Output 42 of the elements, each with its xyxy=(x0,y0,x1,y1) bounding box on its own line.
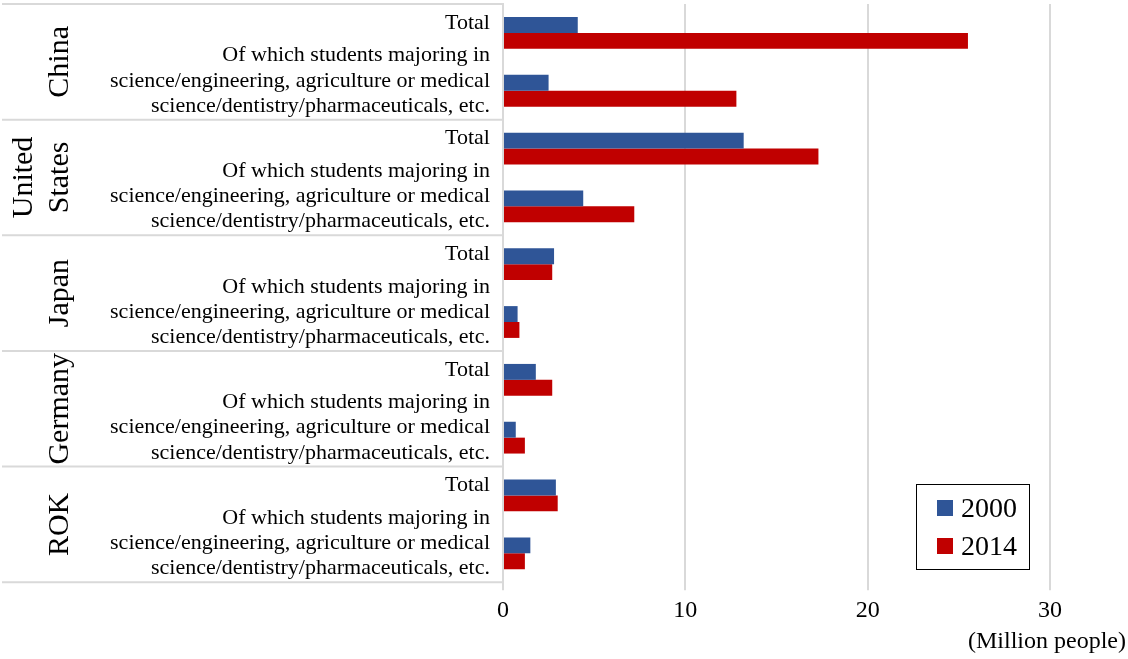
bar xyxy=(504,537,531,554)
bar xyxy=(504,248,555,265)
y-tick-label: Of which students majoring in science/engineering, agriculture or medical science/dentistry/pharmaceuticals, etc. xyxy=(110,388,490,464)
y-tick-label: Total xyxy=(445,8,490,34)
x-tick-label: 0 xyxy=(497,595,509,622)
bar xyxy=(504,363,536,380)
bar xyxy=(504,90,737,107)
bar xyxy=(504,479,556,496)
y-tick-label: Total xyxy=(445,239,490,265)
bar xyxy=(504,322,520,338)
text: United States xyxy=(5,136,74,219)
text: ROK xyxy=(41,492,74,557)
bar xyxy=(504,421,516,438)
bar xyxy=(504,32,968,49)
text: China xyxy=(41,25,74,98)
bar xyxy=(504,437,525,454)
x-axis-title: (Million people) xyxy=(968,627,1126,653)
bar xyxy=(504,264,553,281)
text: Germany xyxy=(41,352,74,465)
bar xyxy=(504,306,518,323)
bar xyxy=(504,132,744,149)
y-tick-label: Of which students majoring in science/engineering, agriculture or medical science/dentistry/pharmaceuticals, etc. xyxy=(110,503,490,580)
y-tick-label: Total xyxy=(445,355,490,381)
legend-label: 2000 xyxy=(961,491,1017,526)
y-tick-label: Total xyxy=(445,471,490,497)
y-tick-label: Of which students majoring in science/engineering, agriculture or medical science/dentistry/pharmaceuticals, etc. xyxy=(110,272,490,348)
bar xyxy=(504,74,549,91)
bar xyxy=(504,17,578,33)
x-tick-label: 10 xyxy=(673,595,698,622)
legend-label: 2014 xyxy=(961,529,1017,564)
bar xyxy=(504,495,558,512)
text: Japan xyxy=(41,258,74,328)
x-tick-label: 20 xyxy=(855,595,880,622)
x-tick-label: 30 xyxy=(1038,595,1062,622)
bar xyxy=(504,553,525,570)
y-tick-label: Of which students majoring in science/engineering, agriculture or medical science/dentistry/pharmaceuticals, etc. xyxy=(110,41,490,117)
y-tick-label: Of which students majoring in science/engineering, agriculture or medical science/dentistry/pharmaceuticals, etc. xyxy=(110,157,490,233)
bar xyxy=(504,379,553,396)
bar xyxy=(504,148,819,165)
bar xyxy=(504,190,584,207)
y-tick-label: Total xyxy=(445,124,490,150)
bar xyxy=(504,206,635,223)
